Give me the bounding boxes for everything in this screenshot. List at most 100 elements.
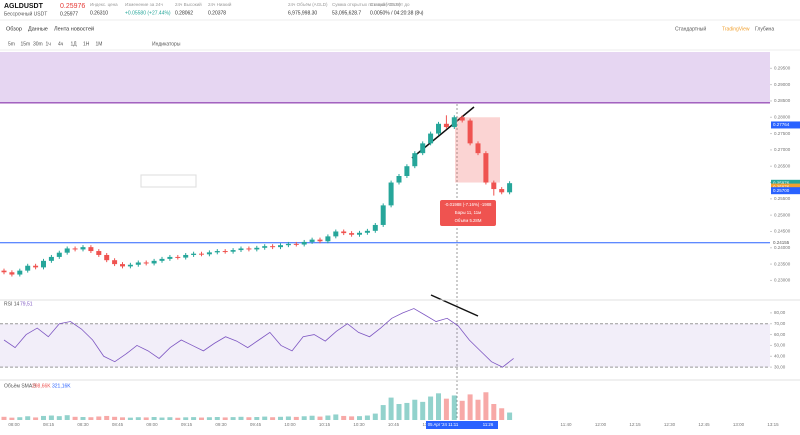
x-tick-label: 12:45 xyxy=(698,422,710,427)
interval[interactable]: 1ч xyxy=(46,41,52,47)
candle-body xyxy=(309,239,315,242)
stat-label: Индекс. цена xyxy=(90,2,118,7)
volume-bar xyxy=(88,417,94,420)
y-tick-label: 0.24500 xyxy=(774,229,791,234)
volume-bar xyxy=(459,400,465,420)
volume-bar xyxy=(56,416,62,420)
rsi-tick-label: 70,00 xyxy=(774,321,786,326)
support-label: 0.24155 xyxy=(773,240,790,245)
stat-label: 24ч Объём (AGLD) xyxy=(288,2,328,7)
candle-body xyxy=(41,260,46,268)
interval[interactable]: 5m xyxy=(8,41,15,47)
x-tick-label: 10:30 xyxy=(353,422,365,427)
candle-body xyxy=(301,241,307,245)
volume-bar xyxy=(499,408,505,420)
measure-text: Объём 5.28M xyxy=(455,218,482,223)
candle-body xyxy=(428,133,434,144)
candle-body xyxy=(404,166,410,176)
volume-bar xyxy=(254,417,260,420)
volume-bar xyxy=(17,417,23,420)
volume-bar xyxy=(222,417,228,420)
candle-body xyxy=(507,183,513,193)
measure-text: Бары 11, 11м xyxy=(455,210,481,215)
volume-bar xyxy=(41,415,46,420)
price-label: 0.25976 xyxy=(773,180,790,185)
candle-body xyxy=(246,248,252,250)
y-tick-label: 0.28500 xyxy=(774,98,791,103)
time-highlight-label: 11:26 xyxy=(483,422,494,427)
candle-body xyxy=(254,247,260,250)
volume-bar xyxy=(104,415,110,420)
candle-body xyxy=(317,239,323,242)
y-tick-label: 0.23000 xyxy=(774,278,791,283)
volume-bar xyxy=(214,417,220,420)
indicators-button[interactable]: Индикаторы xyxy=(152,41,181,47)
interval[interactable]: 1Н xyxy=(83,41,90,47)
candle-body xyxy=(467,120,473,144)
volume-bar xyxy=(191,417,197,420)
candle-body xyxy=(214,251,220,253)
volume-bar xyxy=(151,417,157,420)
volume-value: 298,66K xyxy=(32,383,51,389)
volume-bar xyxy=(64,415,70,420)
x-tick-label: 09:15 xyxy=(181,422,193,427)
candle-body xyxy=(341,231,347,234)
view-switch[interactable]: Глубина xyxy=(755,26,774,32)
candle-body xyxy=(285,243,291,246)
candle-body xyxy=(64,248,70,253)
price-label: 0.25976 xyxy=(773,184,790,189)
x-tick-label: 11:40 xyxy=(561,422,572,427)
volume-bar xyxy=(412,399,418,420)
volume-bar xyxy=(175,417,181,420)
volume-bar xyxy=(420,401,426,420)
y-tick-label: 0.27000 xyxy=(774,147,791,152)
y-tick-label: 0.23500 xyxy=(774,261,791,266)
last-price: 0.25976 xyxy=(60,3,85,10)
price-label: 0.25700 xyxy=(773,188,790,193)
interval[interactable]: 1М xyxy=(96,41,103,47)
volume-bar xyxy=(270,417,276,420)
interval[interactable]: 30m xyxy=(33,41,43,47)
interval[interactable]: 4ч xyxy=(58,41,64,47)
volume-bar xyxy=(167,417,173,420)
view-switch[interactable]: Стандартный xyxy=(675,25,706,32)
rsi-tick-label: 50,00 xyxy=(774,343,786,348)
stat-value: +0.05580 (+27.44%) xyxy=(125,10,171,16)
tab[interactable]: Лента новостей xyxy=(54,25,94,32)
candle-body xyxy=(120,264,125,267)
volume-bar xyxy=(285,416,291,420)
volume-bar xyxy=(428,396,434,420)
interval[interactable]: 15m xyxy=(21,41,31,47)
volume-bar xyxy=(483,392,489,420)
volume-bar xyxy=(436,393,441,420)
drawing-toolbar[interactable] xyxy=(140,174,197,188)
candle-body xyxy=(206,252,212,255)
tab[interactable]: Обзор xyxy=(6,26,22,32)
candle-body xyxy=(17,270,23,275)
candle-body xyxy=(143,262,149,264)
stat-value: 6,975,998.30 xyxy=(288,10,317,16)
volume-bar xyxy=(135,417,141,420)
stat-label: Ставка / Отсчёт до xyxy=(370,2,410,7)
rsi-value: 79,51 xyxy=(20,301,33,307)
tab[interactable]: Данные xyxy=(28,26,48,32)
price-label-bg xyxy=(771,121,800,129)
stat-label: 24ч Низкий xyxy=(208,1,232,7)
volume-bar xyxy=(183,417,189,420)
volume-bar xyxy=(33,417,39,420)
volume-bar xyxy=(246,417,252,420)
volume-bar xyxy=(349,416,355,420)
candle-body xyxy=(96,251,102,255)
volume-bar xyxy=(143,417,149,420)
x-tick-label: 08:00 xyxy=(8,422,20,427)
y-tick-label: 0.27500 xyxy=(774,131,791,136)
view-switch[interactable]: TradingView xyxy=(722,26,750,32)
y-tick-label: 0.25000 xyxy=(774,212,791,217)
x-tick-label: 12:15 xyxy=(629,422,641,427)
volume-bar xyxy=(9,417,15,420)
volume-bar xyxy=(1,416,7,420)
interval[interactable]: 1Д xyxy=(71,41,78,47)
x-tick-label: 09:00 xyxy=(146,422,158,427)
candle-body xyxy=(278,245,283,248)
